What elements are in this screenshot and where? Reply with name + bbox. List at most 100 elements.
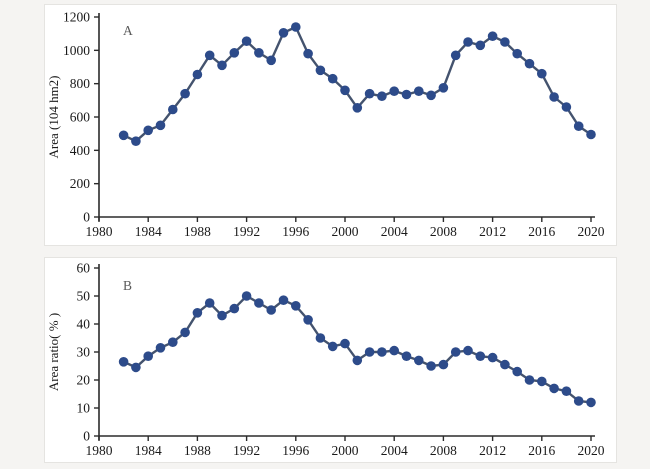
- data-point: [573, 121, 584, 131]
- x-tick-label: 1980: [86, 224, 113, 239]
- data-point: [426, 361, 436, 371]
- data-point: [352, 103, 363, 113]
- data-point: [389, 345, 400, 356]
- data-point: [180, 88, 190, 99]
- data-point: [364, 347, 375, 357]
- data-point: [241, 36, 252, 46]
- x-tick-label: 2012: [479, 443, 506, 458]
- y-tick-label: 30: [77, 345, 91, 360]
- data-point: [450, 347, 461, 357]
- data-point: [155, 120, 166, 131]
- data-point: [586, 397, 596, 408]
- chart-panel-b: 0 10 20 30 40 50 60 1980 1984 1988 1992 1996 2000 200…: [44, 257, 617, 463]
- data-point: [229, 303, 240, 314]
- x-tick-label: 2020: [578, 443, 605, 458]
- data-point: [303, 48, 313, 59]
- y-tick-label: 40: [77, 317, 91, 332]
- panel-label: A: [123, 23, 133, 38]
- data-point: [512, 48, 522, 59]
- data-point: [524, 375, 535, 385]
- data-point: [340, 338, 350, 349]
- data-point: [401, 351, 412, 361]
- data-point: [561, 386, 572, 396]
- data-point: [438, 83, 449, 93]
- data-point: [155, 343, 166, 353]
- x-tick-label: 2012: [479, 224, 506, 239]
- data-point: [549, 383, 559, 394]
- data-point: [438, 359, 449, 370]
- data-point: [291, 301, 301, 311]
- data-point: [254, 48, 264, 58]
- x-tick-label: 2016: [528, 224, 555, 239]
- data-point: [426, 90, 436, 101]
- y-tick-label: 600: [70, 110, 91, 125]
- data-point: [450, 50, 461, 61]
- y-tick-label: 400: [70, 143, 91, 158]
- chart-a-svg: 0 200 400 600 800 1000 1200 1980 1984 1988 1992 199…: [46, 10, 605, 240]
- x-tick-label: 1980: [86, 443, 113, 458]
- data-point: [143, 125, 153, 136]
- y-tick-label: 800: [70, 76, 91, 91]
- data-point: [204, 298, 215, 308]
- y-tick-label: 200: [70, 176, 91, 191]
- data-point: [512, 366, 522, 377]
- data-point: [487, 31, 498, 41]
- y-tick-label: 0: [83, 210, 90, 225]
- data-point: [315, 333, 326, 343]
- x-tick-label: 1988: [184, 224, 211, 239]
- data-point: [340, 85, 350, 96]
- y-tick-label: 1200: [63, 10, 90, 25]
- data-point: [118, 357, 129, 367]
- data-point: [389, 86, 400, 96]
- data-point: [192, 308, 203, 318]
- data-point: [217, 60, 227, 71]
- data-point: [475, 40, 486, 51]
- data-point: [266, 305, 276, 315]
- x-tick-label: 2000: [332, 443, 359, 458]
- y-axis-title: Area (104 hm2): [46, 75, 61, 158]
- data-point: [168, 337, 178, 347]
- x-tick-label: 2020: [578, 224, 605, 239]
- data-point: [537, 376, 547, 387]
- data-point: [315, 65, 326, 76]
- data-point: [487, 352, 498, 363]
- chart-b-svg: 0 10 20 30 40 50 60 1980 1984 1988 1992 1996 2000 200…: [46, 261, 605, 459]
- data-point: [291, 22, 301, 32]
- y-axis-title: Area ratio( % ): [46, 313, 61, 391]
- x-tick-label: 2004: [381, 224, 408, 239]
- x-tick-label: 2008: [430, 443, 457, 458]
- x-tick-label: 2016: [528, 443, 555, 458]
- data-point: [463, 345, 473, 356]
- chart-panel-a: 0 200 400 600 800 1000 1200 1980 1984 1988 1992 199…: [44, 4, 617, 246]
- x-tick-label: 1996: [282, 443, 309, 458]
- data-point: [254, 298, 264, 308]
- data-series-line: [123, 25, 592, 143]
- data-point: [377, 347, 387, 357]
- x-tick-label: 1988: [184, 443, 211, 458]
- x-tick-label: 2008: [430, 224, 457, 239]
- data-point: [500, 37, 510, 47]
- data-point: [586, 129, 596, 140]
- data-point: [327, 73, 338, 84]
- data-point: [131, 136, 141, 146]
- data-point: [266, 55, 276, 66]
- data-point: [561, 102, 572, 112]
- data-point: [217, 310, 227, 321]
- data-point: [278, 28, 289, 38]
- data-point: [168, 104, 178, 115]
- x-tick-label: 1992: [233, 224, 260, 239]
- data-point: [229, 48, 240, 58]
- y-tick-label: 10: [77, 401, 91, 416]
- data-point: [327, 341, 338, 352]
- data-point: [352, 355, 363, 366]
- data-point: [204, 50, 215, 61]
- data-point: [500, 359, 510, 370]
- data-point: [537, 68, 547, 79]
- data-point: [573, 396, 584, 406]
- data-point: [414, 86, 424, 96]
- data-point: [463, 37, 473, 47]
- x-tick-label: 1984: [135, 443, 162, 458]
- data-point: [131, 362, 141, 373]
- data-point: [303, 315, 313, 325]
- y-tick-label: 50: [77, 289, 91, 304]
